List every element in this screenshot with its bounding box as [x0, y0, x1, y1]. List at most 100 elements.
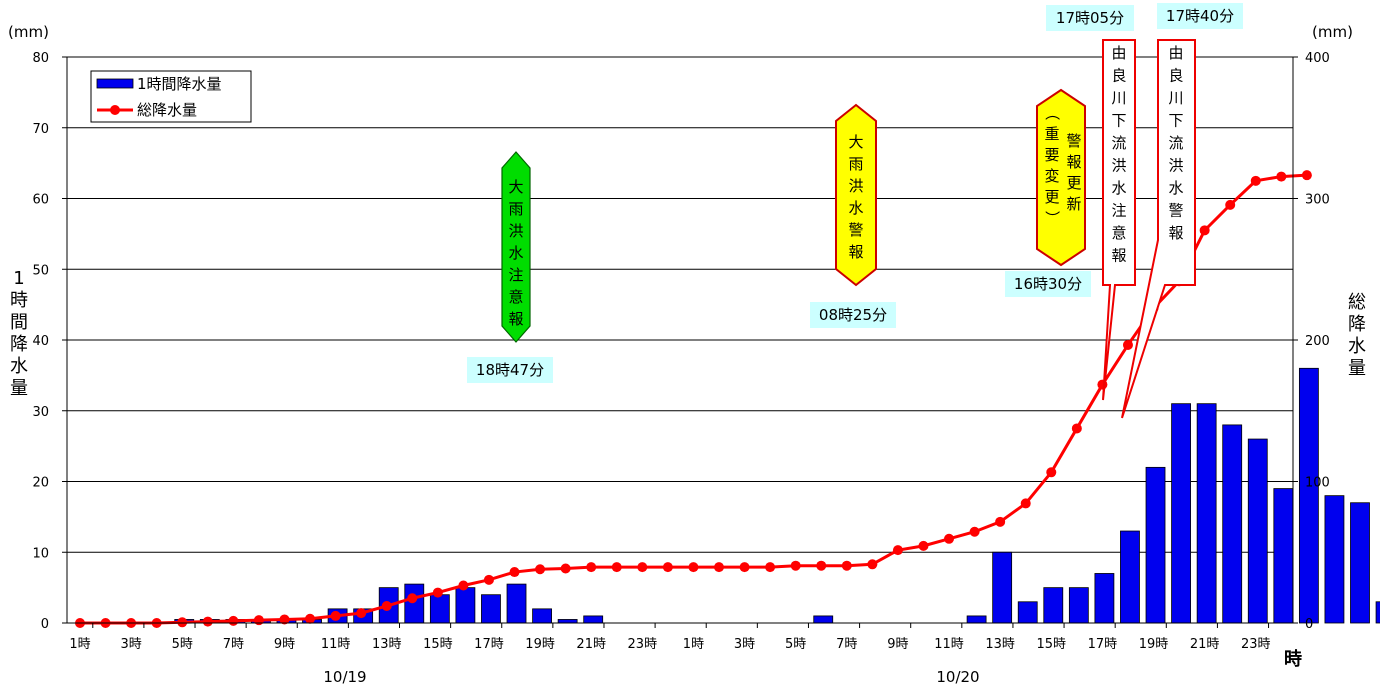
annotation-river-advisory-time: 17時05分 [1056, 9, 1124, 27]
x-tick-label: 9時 [274, 637, 295, 652]
left-tick-label: 50 [32, 263, 49, 278]
annotation-river-warning-shape [1121, 39, 1196, 419]
right-axis-label-char: 量 [1348, 358, 1366, 379]
right-axis-label-char: 総 [1348, 292, 1366, 313]
annotation-char: 報 [848, 243, 863, 261]
bar-series [174, 367, 1380, 624]
annotation-char: 大 [848, 133, 863, 151]
line-point [407, 593, 418, 604]
annotation-char: 洪 [848, 177, 863, 195]
x-axis-label: 時 [1284, 649, 1302, 670]
left-tick-label: 20 [32, 476, 49, 491]
left-axis-unit: (mm) [8, 23, 49, 41]
left-tick-label: 70 [32, 122, 49, 137]
x-tick-label: 1時 [69, 637, 90, 652]
x-tick-label: 15時 [1037, 637, 1067, 652]
annotation-char: 報 [1066, 153, 1081, 171]
annotation-char: 大 [508, 178, 523, 196]
legend-bar-label: 1時間降水量 [137, 75, 222, 93]
x-tick-label: 17時 [1088, 637, 1118, 652]
annotation-char: 報 [1168, 224, 1183, 242]
annotation-char: 報 [508, 310, 523, 328]
annotation-char: ） [1043, 210, 1061, 225]
line-point [432, 587, 443, 598]
annotation-char: 報 [1111, 247, 1126, 265]
annotation-char: 由 [1111, 44, 1126, 62]
annotation-update-time: 16時30分 [1014, 275, 1082, 293]
left-axis-label: 1時間降水量 [10, 268, 28, 399]
bar [813, 615, 834, 624]
bar [1196, 403, 1217, 624]
line-point [1225, 199, 1236, 210]
line-point [1276, 171, 1287, 182]
annotation-char: 更 [1066, 174, 1081, 192]
annotation-char: 水 [1111, 179, 1126, 197]
annotation-char: 洪 [1168, 157, 1183, 175]
bar [1222, 424, 1243, 624]
left-axis-label-char: 時 [10, 290, 28, 311]
annotation-char: 警 [1168, 202, 1183, 220]
annotation-char: 警 [848, 221, 863, 239]
right-axis-label-char: 降 [1348, 314, 1366, 335]
bar [1068, 587, 1089, 624]
bar [481, 594, 501, 624]
annotation-river-warning-time-bg [1157, 3, 1243, 29]
bar [966, 615, 987, 624]
left-tick-label: 40 [32, 334, 49, 349]
annotation-char: 要 [1044, 146, 1059, 164]
bar [1273, 488, 1294, 624]
bar [455, 587, 476, 624]
annotation-char: 水 [848, 199, 863, 217]
line-point [202, 616, 213, 627]
line-point [739, 562, 750, 573]
left-tick-label: 10 [32, 546, 49, 561]
right-axis-label-char: 水 [1348, 336, 1366, 357]
annotation-advisory-time: 18時47分 [476, 361, 544, 379]
line-point [841, 560, 852, 571]
annotation-char: 雨 [848, 155, 863, 173]
line-point [995, 516, 1006, 527]
bar [583, 615, 604, 624]
x-tick-label: 13時 [985, 637, 1015, 652]
x-tick-label: 23時 [1241, 637, 1271, 652]
line-point [509, 567, 520, 578]
annotation-char: 水 [1168, 179, 1183, 197]
x-tick-label: 19時 [1139, 637, 1169, 652]
line-point [790, 560, 801, 571]
legend-line-label: 総降水量 [137, 101, 197, 119]
left-tick-label: 60 [32, 193, 49, 208]
annotation-warning-time-bg [810, 302, 896, 328]
line-point [1046, 467, 1057, 478]
right-axis-unit: (mm) [1312, 23, 1353, 41]
x-tick-label: 23時 [628, 637, 658, 652]
left-axis-label-char: 量 [10, 378, 28, 399]
annotation-warning-shape [835, 103, 877, 287]
line-point [381, 601, 392, 612]
annotation-char: （ [1043, 105, 1061, 120]
line-point [765, 562, 776, 573]
bar [992, 551, 1013, 624]
legend-line-marker [110, 105, 120, 115]
bar [1017, 601, 1038, 624]
annotation-advisory-shape [501, 151, 531, 343]
annotation-char: 川 [1168, 89, 1183, 107]
line-point [1199, 225, 1210, 236]
x-tick-label: 17時 [474, 637, 504, 652]
line-point [662, 562, 673, 573]
right-tick-label: 100 [1305, 476, 1330, 491]
annotation-char: 警 [1066, 132, 1081, 150]
line-point [1071, 423, 1082, 434]
x-tick-label: 7時 [223, 637, 244, 652]
line-point [688, 562, 699, 573]
bar [1145, 466, 1166, 624]
annotation-char: 良 [1168, 67, 1183, 85]
annotation-warning-time: 08時25分 [819, 306, 887, 324]
x-tick-label: 15時 [423, 637, 453, 652]
annotation-char: 下 [1168, 112, 1183, 130]
line-point [483, 574, 494, 585]
line-point [177, 617, 188, 628]
line-point [535, 564, 546, 575]
